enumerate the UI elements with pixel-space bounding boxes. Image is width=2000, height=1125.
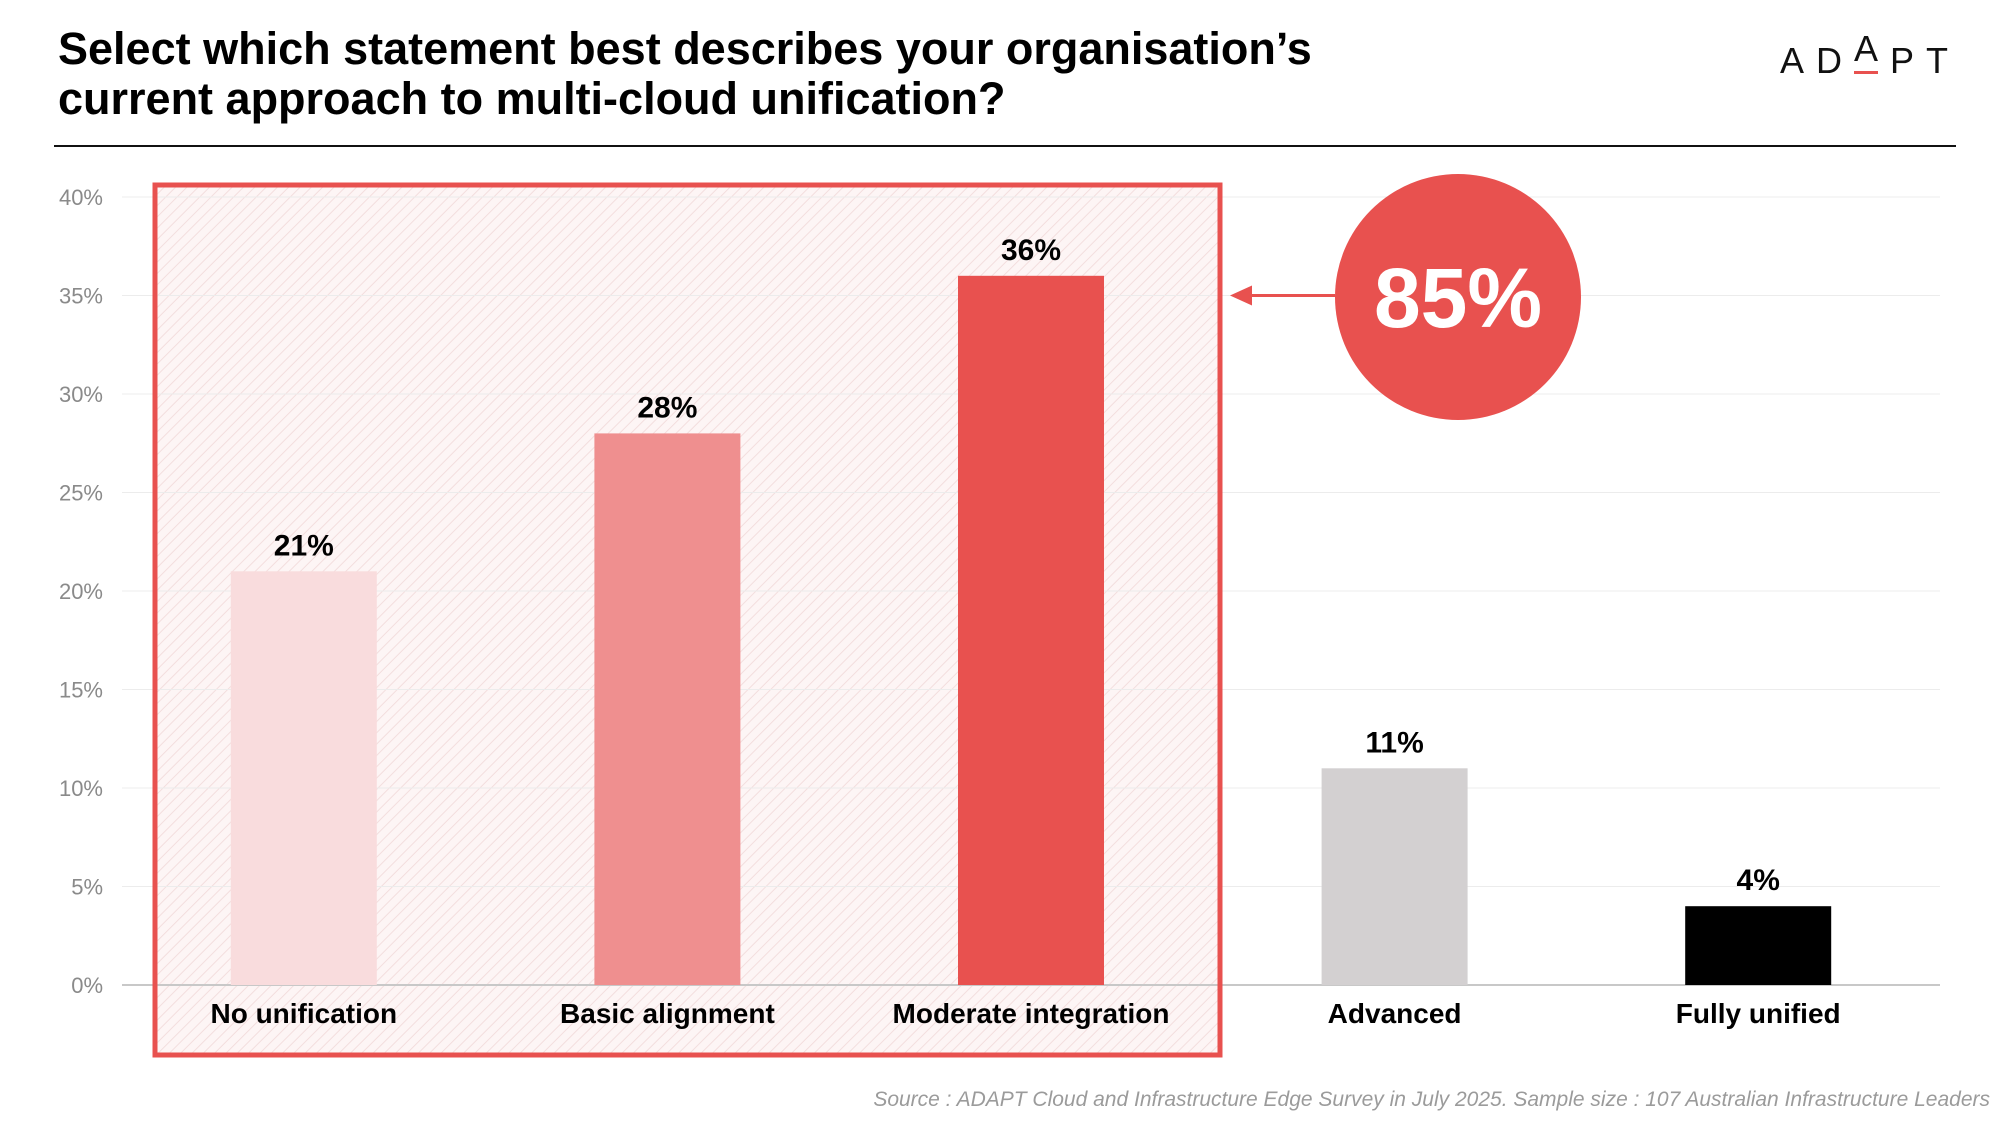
source-note: Source : ADAPT Cloud and Infrastructure … xyxy=(873,1088,1990,1111)
bar xyxy=(594,433,741,985)
bar xyxy=(1321,768,1468,985)
callout-circle xyxy=(1335,174,1581,420)
y-tick-label: 40% xyxy=(59,185,103,210)
x-category-label: Basic alignment xyxy=(560,998,775,1029)
title-line-1: Select which statement best describes yo… xyxy=(58,23,1312,74)
title-divider xyxy=(54,145,1956,147)
x-category-label: Advanced xyxy=(1328,998,1462,1029)
y-tick-label: 5% xyxy=(71,875,103,900)
bar-value-label: 21% xyxy=(274,529,334,562)
y-tick-label: 20% xyxy=(59,579,103,604)
logo-text-end: PT xyxy=(1889,40,1960,81)
bar xyxy=(1685,906,1832,985)
x-category-label: No unification xyxy=(210,998,397,1029)
y-tick-label: 35% xyxy=(59,284,103,309)
y-tick-label: 15% xyxy=(59,678,103,703)
bar-value-label: 36% xyxy=(1001,234,1061,267)
bar xyxy=(958,275,1104,985)
highlight-panel-border xyxy=(152,182,1223,1058)
x-category-label: Fully unified xyxy=(1676,998,1841,1029)
bar-value-label: 11% xyxy=(1365,726,1423,759)
logo-raised-a: A xyxy=(1853,28,1890,74)
x-category-label: Moderate integration xyxy=(893,998,1170,1029)
logo-text-start: AD xyxy=(1779,40,1854,81)
y-tick-label: 25% xyxy=(59,481,103,506)
y-tick-label: 0% xyxy=(71,973,103,998)
adapt-logo: AD A PT xyxy=(1779,28,1960,82)
bar xyxy=(230,571,377,985)
y-tick-label: 30% xyxy=(59,382,103,407)
callout-value: 85% xyxy=(1374,251,1542,345)
chart-title: Select which statement best describes yo… xyxy=(58,24,1458,124)
bar-value-label: 28% xyxy=(637,391,697,424)
y-tick-label: 10% xyxy=(59,776,103,801)
callout-arrow-head xyxy=(1230,285,1252,306)
bar-value-label: 4% xyxy=(1737,864,1780,897)
title-line-2: current approach to multi-cloud unificat… xyxy=(58,73,1006,124)
